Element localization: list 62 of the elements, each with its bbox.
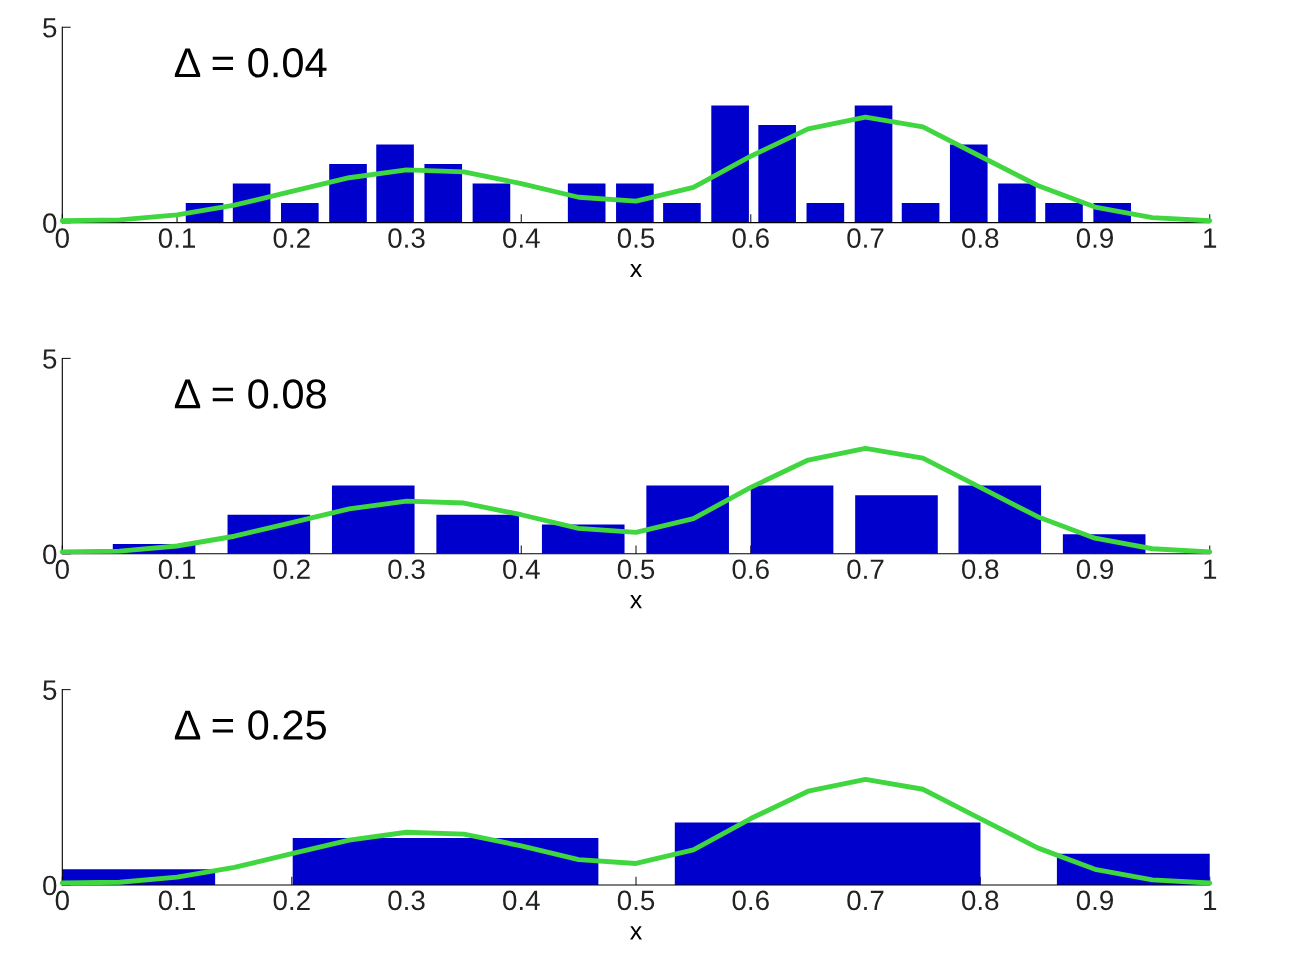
bar bbox=[998, 183, 1036, 223]
bar bbox=[806, 203, 845, 223]
x-tick-label: 0.9 bbox=[1076, 228, 1113, 248]
x-tick-label: 0.6 bbox=[732, 559, 769, 580]
x-tick-label: 0.7 bbox=[847, 228, 884, 248]
x-axis-title: x bbox=[630, 263, 642, 278]
x-tick-label: 0.9 bbox=[1076, 559, 1113, 580]
bar bbox=[958, 485, 1042, 554]
x-tick-label: 0.8 bbox=[962, 890, 999, 911]
bar bbox=[329, 164, 367, 223]
x-tick-label: 0.4 bbox=[503, 559, 540, 580]
bar bbox=[424, 164, 463, 223]
x-tick-label: 0.9 bbox=[1076, 890, 1113, 911]
x-tick-label: 0.5 bbox=[617, 890, 655, 911]
x-tick-label: 0.8 bbox=[962, 559, 999, 580]
bar bbox=[331, 485, 415, 554]
annotation: Δ = 0.04 bbox=[174, 48, 327, 78]
x-tick-label: 0.7 bbox=[847, 559, 884, 580]
bar bbox=[758, 124, 796, 223]
bar bbox=[855, 495, 938, 554]
y-tick-label: 5 bbox=[43, 18, 57, 38]
x-tick-label: 0.6 bbox=[732, 228, 769, 248]
bar bbox=[281, 203, 319, 223]
bar bbox=[1045, 203, 1083, 223]
x-tick-label: 0.6 bbox=[732, 890, 769, 911]
y-tick-label: 0 bbox=[43, 544, 57, 565]
x-tick-label: 0.2 bbox=[273, 559, 310, 580]
x-tick-label: 0.5 bbox=[617, 228, 655, 248]
x-tick-label: 1 bbox=[1204, 228, 1217, 248]
x-tick-label: 1 bbox=[1204, 890, 1217, 910]
y-tick-label: 0 bbox=[43, 213, 57, 233]
bar bbox=[854, 105, 893, 223]
x-tick-label: 0.5 bbox=[617, 559, 655, 580]
x-axis-title: x bbox=[630, 595, 642, 609]
annotation: Δ = 0.08 bbox=[174, 379, 326, 409]
x-tick-label: 0.8 bbox=[962, 228, 999, 248]
bar bbox=[750, 485, 834, 554]
bar bbox=[472, 183, 511, 223]
y-tick-label: 5 bbox=[43, 680, 57, 700]
bar bbox=[711, 105, 749, 223]
x-tick-label: 0.3 bbox=[388, 559, 425, 580]
x-tick-label: 0.4 bbox=[503, 890, 540, 911]
bar bbox=[663, 203, 701, 223]
bar bbox=[901, 203, 940, 223]
x-tick-label: 0.4 bbox=[503, 228, 540, 248]
x-tick-label: 1 bbox=[1204, 559, 1217, 579]
x-tick-label: 0.2 bbox=[273, 890, 310, 911]
y-tick-label: 0 bbox=[43, 875, 57, 896]
x-axis-title: x bbox=[630, 926, 642, 940]
x-tick-label: 0.2 bbox=[273, 228, 310, 248]
x-tick-label: 0.1 bbox=[158, 228, 195, 248]
bar bbox=[949, 144, 988, 223]
x-tick-label: 0.3 bbox=[388, 890, 425, 911]
x-tick-label: 0.3 bbox=[388, 228, 425, 248]
bar bbox=[646, 485, 729, 554]
x-tick-label: 0.1 bbox=[158, 559, 195, 580]
x-tick-label: 0.1 bbox=[158, 890, 195, 911]
x-tick-label: 0.7 bbox=[847, 890, 884, 911]
bar bbox=[376, 144, 414, 223]
bar bbox=[436, 514, 519, 554]
annotation: Δ = 0.25 bbox=[174, 710, 326, 740]
y-tick-label: 5 bbox=[43, 349, 57, 369]
